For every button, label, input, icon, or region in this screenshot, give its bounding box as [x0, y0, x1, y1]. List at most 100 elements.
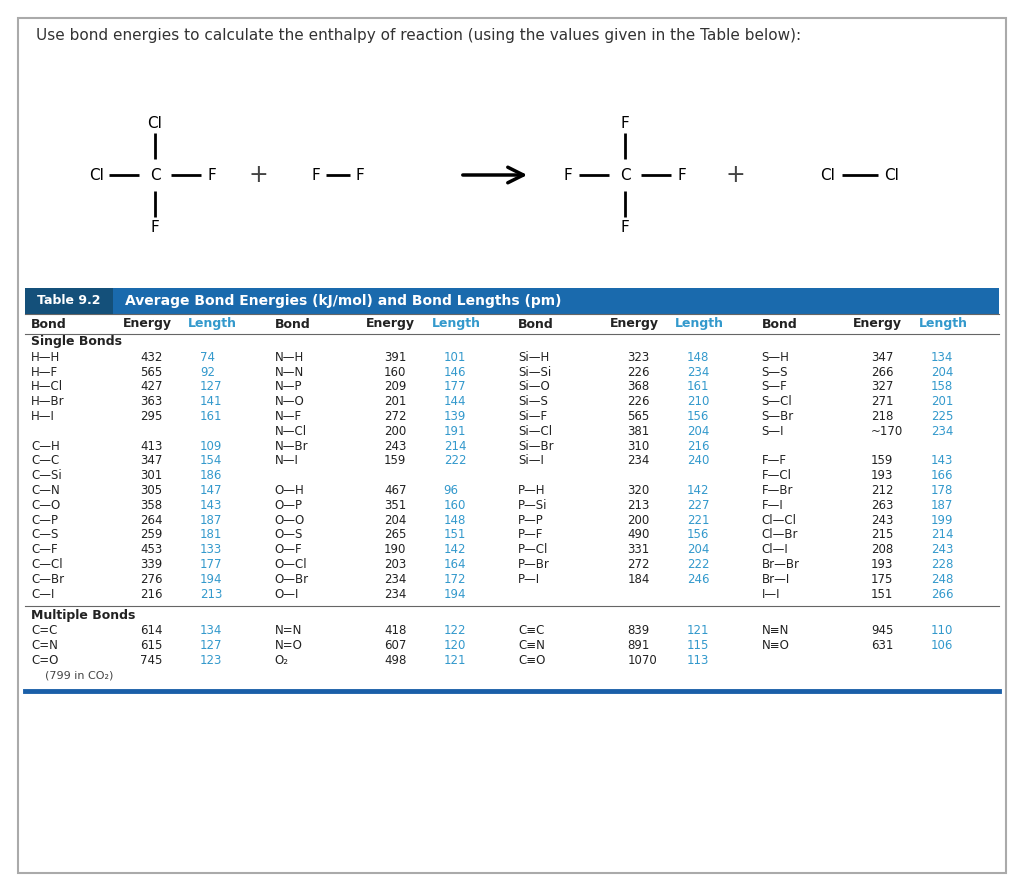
Text: 143: 143: [931, 454, 953, 467]
Text: 347: 347: [140, 454, 163, 467]
Text: 565: 565: [628, 410, 649, 423]
Text: 200: 200: [384, 424, 407, 438]
Text: 147: 147: [200, 484, 222, 497]
Text: 101: 101: [443, 351, 466, 364]
Text: F—I: F—I: [762, 499, 783, 512]
Text: S—Cl: S—Cl: [762, 396, 793, 409]
Text: Length: Length: [675, 317, 724, 331]
Text: 161: 161: [687, 381, 710, 394]
Text: Si—I: Si—I: [518, 454, 544, 467]
Text: Length: Length: [188, 317, 238, 331]
Text: 295: 295: [140, 410, 163, 423]
Text: 216: 216: [687, 439, 710, 453]
Text: 226: 226: [628, 366, 650, 379]
Text: 467: 467: [384, 484, 407, 497]
Text: I—I: I—I: [762, 588, 780, 601]
Text: C≡N: C≡N: [518, 639, 545, 652]
Text: F—Cl: F—Cl: [762, 469, 792, 482]
Text: 133: 133: [200, 543, 222, 556]
Text: 225: 225: [931, 410, 953, 423]
Text: C—Si: C—Si: [31, 469, 61, 482]
Text: 259: 259: [140, 529, 163, 541]
Text: C=O: C=O: [31, 654, 58, 667]
Text: P—Si: P—Si: [518, 499, 548, 512]
Text: 92: 92: [200, 366, 215, 379]
Text: 142: 142: [443, 543, 466, 556]
Text: N≡O: N≡O: [762, 639, 790, 652]
Text: 351: 351: [384, 499, 407, 512]
Text: 310: 310: [628, 439, 649, 453]
Text: 159: 159: [870, 454, 893, 467]
Text: S—H: S—H: [762, 351, 790, 364]
Text: H—Cl: H—Cl: [31, 381, 63, 394]
Text: 201: 201: [384, 396, 407, 409]
Text: Table 9.2: Table 9.2: [37, 295, 100, 308]
Text: N=O: N=O: [274, 639, 302, 652]
Text: 142: 142: [687, 484, 710, 497]
Text: 234: 234: [384, 573, 407, 586]
Text: Single Bonds: Single Bonds: [31, 336, 122, 348]
Text: O₂: O₂: [274, 654, 289, 667]
Text: 160: 160: [384, 366, 407, 379]
Text: Bond: Bond: [518, 317, 554, 331]
Text: 209: 209: [384, 381, 407, 394]
Text: 184: 184: [628, 573, 650, 586]
Text: 222: 222: [443, 454, 466, 467]
Text: 122: 122: [443, 624, 466, 638]
Text: 301: 301: [140, 469, 163, 482]
Text: 127: 127: [200, 381, 222, 394]
Text: 631: 631: [870, 639, 893, 652]
Text: 413: 413: [140, 439, 163, 453]
Text: 490: 490: [628, 529, 650, 541]
Text: Cl: Cl: [820, 168, 836, 182]
Text: Bond: Bond: [31, 317, 67, 331]
Text: P—Br: P—Br: [518, 558, 550, 571]
Text: N—O: N—O: [274, 396, 304, 409]
Text: 243: 243: [384, 439, 407, 453]
Text: O—O: O—O: [274, 514, 305, 527]
Text: 204: 204: [687, 543, 710, 556]
Text: S—Br: S—Br: [762, 410, 794, 423]
Text: Si—Br: Si—Br: [518, 439, 554, 453]
Text: 121: 121: [443, 654, 466, 667]
Text: N—I: N—I: [274, 454, 298, 467]
Text: +: +: [248, 163, 268, 187]
Text: 127: 127: [200, 639, 222, 652]
Text: Si—S: Si—S: [518, 396, 548, 409]
Text: Cl: Cl: [89, 168, 104, 182]
Text: 363: 363: [140, 396, 163, 409]
Text: 234: 234: [687, 366, 710, 379]
Text: 266: 266: [870, 366, 893, 379]
Text: N—N: N—N: [274, 366, 304, 379]
Text: 327: 327: [870, 381, 893, 394]
Text: 945: 945: [870, 624, 893, 638]
Text: C: C: [620, 168, 631, 182]
Text: 201: 201: [931, 396, 953, 409]
Bar: [25, 288, 999, 314]
Text: H—Br: H—Br: [31, 396, 65, 409]
Text: 178: 178: [931, 484, 953, 497]
Text: 216: 216: [140, 588, 163, 601]
Text: 146: 146: [443, 366, 466, 379]
Text: 218: 218: [870, 410, 893, 423]
Text: 154: 154: [200, 454, 222, 467]
Text: 418: 418: [384, 624, 407, 638]
Text: 320: 320: [628, 484, 649, 497]
Text: P—H: P—H: [518, 484, 546, 497]
Text: 323: 323: [628, 351, 649, 364]
Text: 115: 115: [687, 639, 710, 652]
Text: 74: 74: [200, 351, 215, 364]
Text: C≡C: C≡C: [518, 624, 545, 638]
Text: Cl: Cl: [885, 168, 899, 182]
Text: 161: 161: [200, 410, 222, 423]
Text: Energy: Energy: [609, 317, 658, 331]
Text: N—Cl: N—Cl: [274, 424, 306, 438]
Text: 151: 151: [870, 588, 893, 601]
Text: Average Bond Energies (kJ/mol) and Bond Lengths (pm): Average Bond Energies (kJ/mol) and Bond …: [125, 294, 561, 308]
Text: 891: 891: [628, 639, 650, 652]
Text: F—F: F—F: [762, 454, 786, 467]
Text: Si—F: Si—F: [518, 410, 547, 423]
Text: 194: 194: [200, 573, 222, 586]
Text: F: F: [621, 219, 630, 234]
Text: 234: 234: [384, 588, 407, 601]
